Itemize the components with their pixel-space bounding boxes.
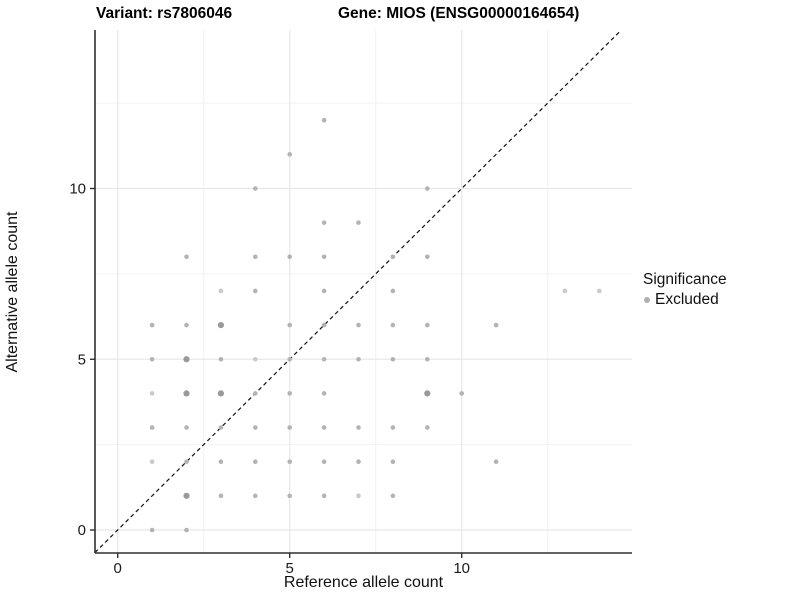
data-point <box>218 288 224 294</box>
data-point <box>253 391 258 396</box>
data-point <box>562 288 568 294</box>
data-point <box>217 390 224 397</box>
plot-title: Variant: rs7806046 Gene: MIOS (ENSG00000… <box>0 5 800 27</box>
legend-item-excluded: Excluded <box>643 291 727 309</box>
data-point <box>149 459 155 465</box>
data-point <box>287 254 293 260</box>
data-point <box>459 391 465 396</box>
data-point <box>321 391 327 396</box>
y-tick-label: 5 <box>78 351 86 368</box>
data-point <box>217 322 224 329</box>
data-point <box>425 425 430 430</box>
data-point <box>253 425 258 430</box>
data-point <box>356 220 361 225</box>
data-point <box>287 459 293 465</box>
data-point <box>321 220 327 225</box>
data-point <box>218 425 224 430</box>
data-point <box>425 356 430 362</box>
data-point <box>356 425 361 430</box>
data-point <box>321 288 327 294</box>
data-point <box>149 322 155 328</box>
data-point <box>390 459 396 465</box>
data-point <box>321 254 327 260</box>
data-point <box>356 459 361 465</box>
data-point <box>183 390 190 397</box>
data-point <box>287 425 293 430</box>
data-point <box>597 288 602 294</box>
x-tick-label: 0 <box>114 560 122 577</box>
x-tick-label: 10 <box>453 560 470 577</box>
data-point <box>253 493 258 499</box>
data-point <box>390 322 396 328</box>
legend-title: Significance <box>643 271 727 288</box>
y-tick-label: 0 <box>78 522 86 539</box>
data-point <box>253 356 258 362</box>
data-point <box>356 322 361 328</box>
data-point <box>287 391 293 396</box>
data-point <box>390 254 396 260</box>
data-point <box>321 322 327 328</box>
data-point <box>321 493 327 499</box>
legend-item-label: Excluded <box>655 291 719 308</box>
variant-title: Variant: rs7806046 <box>96 5 233 22</box>
data-point <box>321 356 327 362</box>
data-point <box>218 493 224 499</box>
x-axis-label: Reference allele count <box>283 574 444 591</box>
data-point <box>149 356 155 362</box>
data-point <box>287 493 293 499</box>
data-point <box>218 459 224 465</box>
y-tick-label: 10 <box>69 181 86 198</box>
data-point <box>253 288 258 294</box>
data-point <box>149 425 155 430</box>
data-point <box>184 459 189 465</box>
data-point <box>390 356 396 362</box>
data-point <box>218 356 224 362</box>
data-point <box>184 425 189 430</box>
data-point <box>321 117 327 123</box>
data-point <box>287 152 293 157</box>
data-point <box>493 322 499 328</box>
data-point <box>425 254 430 260</box>
data-point <box>390 425 396 430</box>
data-point <box>149 527 155 533</box>
data-point <box>183 492 190 499</box>
data-point <box>321 459 327 465</box>
data-point <box>425 322 430 328</box>
data-point <box>184 322 189 328</box>
data-point <box>287 322 293 328</box>
data-point <box>287 356 293 362</box>
data-point <box>424 390 431 397</box>
gene-title: Gene: MIOS (ENSG00000164654) <box>338 5 580 22</box>
y-axis-label: Alternative allele count <box>4 211 21 373</box>
data-point <box>390 288 396 294</box>
x-tick-label: 5 <box>286 560 294 577</box>
data-point <box>253 254 258 260</box>
data-point <box>356 493 361 499</box>
legend: Significance Excluded <box>643 271 727 309</box>
data-point <box>184 254 189 260</box>
data-point <box>149 391 155 396</box>
excluded-point-icon <box>644 297 650 303</box>
data-point <box>253 459 258 465</box>
data-point <box>183 356 190 363</box>
data-point <box>390 493 396 499</box>
data-point <box>321 425 327 430</box>
data-point <box>425 186 430 191</box>
data-point <box>184 527 189 533</box>
data-point <box>493 459 499 465</box>
data-point <box>356 356 361 362</box>
data-point <box>253 186 258 191</box>
identity-line <box>94 29 622 553</box>
